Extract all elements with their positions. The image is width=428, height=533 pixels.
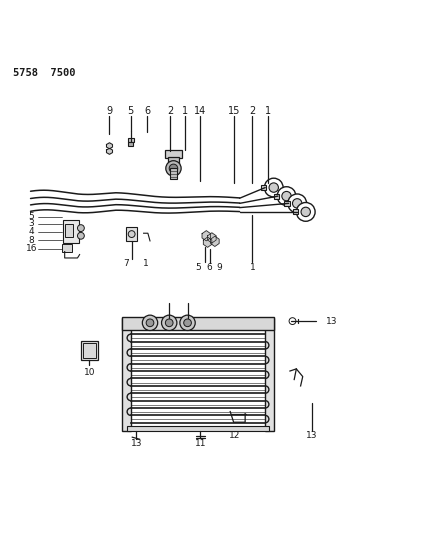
Polygon shape [202,231,211,241]
Text: 6: 6 [144,106,150,116]
Text: 1: 1 [250,263,255,272]
Text: 5: 5 [29,212,34,221]
Circle shape [143,315,158,330]
Polygon shape [208,233,216,243]
Circle shape [169,164,178,173]
Bar [170,168,177,179]
Bar [122,318,131,431]
Bar [165,150,182,158]
Circle shape [77,225,84,231]
Text: 2: 2 [249,106,256,116]
Text: 5: 5 [128,106,134,116]
Circle shape [165,319,173,327]
Polygon shape [211,236,219,246]
Text: 14: 14 [194,106,206,116]
Text: 8: 8 [29,236,34,245]
Circle shape [269,183,279,192]
Text: 5758  7500: 5758 7500 [14,68,76,78]
Bar [128,142,134,146]
Text: 15: 15 [228,106,241,116]
Bar [81,341,98,360]
Bar [168,157,179,166]
Polygon shape [107,148,113,154]
Circle shape [184,319,191,327]
Circle shape [161,315,177,330]
Circle shape [265,178,283,197]
Bar [65,224,73,237]
Bar [122,317,274,330]
Text: 13: 13 [306,431,318,440]
Circle shape [288,194,306,213]
Text: 1: 1 [182,106,188,116]
Bar [126,227,137,241]
Polygon shape [203,237,212,247]
Bar [62,220,79,243]
Bar [265,318,274,431]
Bar [62,244,72,252]
Text: 12: 12 [229,431,240,440]
Circle shape [128,231,135,238]
Bar [127,426,270,431]
Text: 6: 6 [206,263,212,272]
Text: 5: 5 [195,263,201,272]
Text: 13: 13 [326,317,337,326]
Bar [284,201,289,206]
Circle shape [146,319,154,327]
Bar [261,185,266,190]
Text: 16: 16 [26,244,37,253]
Text: 11: 11 [195,439,206,448]
Circle shape [301,207,310,216]
Text: 2: 2 [167,106,174,116]
Text: 13: 13 [131,439,142,448]
Bar [274,193,279,199]
Text: 10: 10 [84,368,95,377]
Text: 1: 1 [143,259,149,268]
Bar [128,138,134,142]
Circle shape [296,203,315,221]
Text: 4: 4 [29,227,34,236]
Text: 9: 9 [217,263,223,272]
Text: 3: 3 [29,220,34,228]
Circle shape [166,161,181,176]
Bar [293,209,298,214]
Text: 9: 9 [107,106,113,116]
Bar [83,343,96,358]
Circle shape [77,232,84,239]
Text: 7: 7 [124,259,129,268]
Polygon shape [107,143,113,149]
Circle shape [180,315,195,330]
Circle shape [277,187,296,206]
Circle shape [292,199,302,208]
Circle shape [282,191,291,201]
Text: 1: 1 [265,106,271,116]
